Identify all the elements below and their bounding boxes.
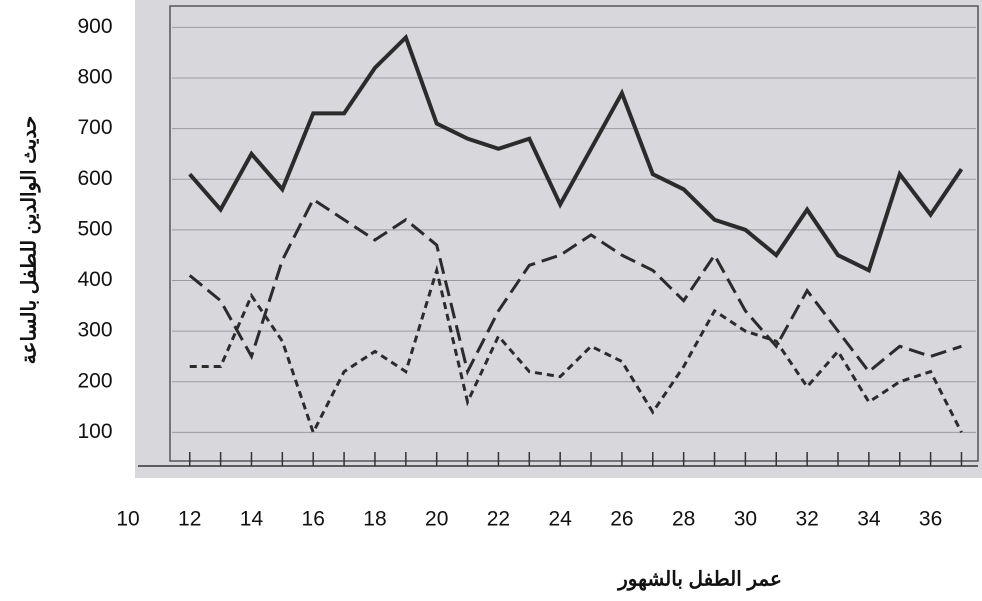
y-tick-label: 700 bbox=[77, 116, 112, 139]
y-tick-label: 600 bbox=[77, 167, 112, 190]
y-tick-label: 200 bbox=[77, 369, 112, 392]
x-tick-label: 12 bbox=[178, 508, 201, 531]
y-tick-label: 400 bbox=[77, 268, 112, 291]
y-tick-label: 300 bbox=[77, 319, 112, 342]
data-line bbox=[188, 33, 964, 274]
paper-background bbox=[135, 0, 982, 478]
x-tick-label: 34 bbox=[857, 508, 881, 531]
y-tick-label: 100 bbox=[77, 420, 112, 443]
y-tick-label: 900 bbox=[77, 15, 112, 38]
x-tick-label: 32 bbox=[795, 508, 818, 531]
x-tick-label: 20 bbox=[425, 508, 448, 531]
x-tick-label: 18 bbox=[363, 508, 386, 531]
x-tick-label: 16 bbox=[302, 508, 325, 531]
x-tick-label: 14 bbox=[240, 508, 264, 531]
y-axis-title: حديث الوالدين للطفل بالساعة bbox=[18, 116, 41, 364]
x-tick-label: 22 bbox=[487, 508, 510, 531]
data-line bbox=[189, 264, 963, 437]
plot-frame bbox=[169, 5, 979, 462]
x-tick-label: 26 bbox=[610, 508, 633, 531]
x-tick-label: 24 bbox=[548, 508, 572, 531]
y-tick-label: 500 bbox=[77, 217, 112, 240]
y-tick-label: 800 bbox=[77, 65, 112, 88]
x-tick-label: 30 bbox=[734, 508, 757, 531]
x-axis-title: عمر الطفل بالشهور bbox=[616, 568, 782, 591]
x-tick-label: 28 bbox=[672, 508, 695, 531]
x-tick-label: 36 bbox=[919, 508, 942, 531]
data-line bbox=[188, 197, 962, 376]
x-tick-label: 10 bbox=[116, 508, 139, 531]
